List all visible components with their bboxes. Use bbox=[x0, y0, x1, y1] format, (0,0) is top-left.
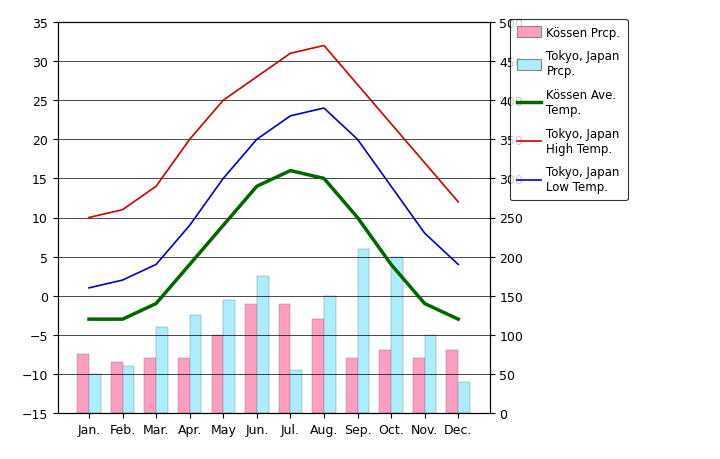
Bar bbox=[77, 354, 89, 413]
Bar bbox=[290, 370, 302, 413]
Bar bbox=[358, 249, 369, 413]
Bar bbox=[257, 276, 269, 413]
Bar bbox=[413, 358, 425, 413]
Bar bbox=[189, 316, 202, 413]
Bar bbox=[346, 358, 358, 413]
Bar bbox=[279, 304, 290, 413]
Bar bbox=[324, 296, 336, 413]
Bar bbox=[425, 335, 436, 413]
Legend: Kössen Prcp., Tokyo, Japan
Prcp., Kössen Ave.
Temp., Tokyo, Japan
High Temp., To: Kössen Prcp., Tokyo, Japan Prcp., Kössen… bbox=[510, 20, 628, 201]
Bar bbox=[223, 300, 235, 413]
Bar bbox=[145, 358, 156, 413]
Bar bbox=[379, 351, 391, 413]
Bar bbox=[178, 358, 189, 413]
Bar bbox=[111, 363, 122, 413]
Bar bbox=[446, 351, 458, 413]
Bar bbox=[458, 382, 470, 413]
Bar bbox=[212, 335, 223, 413]
Bar bbox=[245, 304, 257, 413]
Bar bbox=[156, 327, 168, 413]
Bar bbox=[312, 319, 324, 413]
Bar bbox=[391, 257, 402, 413]
Bar bbox=[122, 366, 135, 413]
Bar bbox=[89, 374, 101, 413]
